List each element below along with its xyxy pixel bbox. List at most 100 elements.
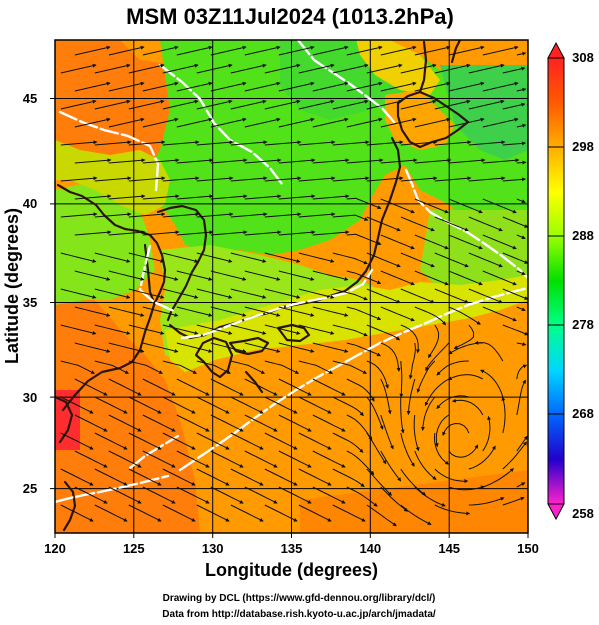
streamline: [74, 81, 111, 92]
streamline: [278, 450, 312, 468]
streamline: [380, 158, 418, 164]
streamline: [516, 435, 528, 452]
streamline: [108, 378, 142, 396]
streamline: [142, 270, 179, 281]
streamline: [312, 81, 349, 92]
streamline: [400, 324, 421, 354]
streamline: [142, 378, 176, 396]
streamline: [298, 324, 335, 335]
streamline: [434, 216, 469, 232]
streamline: [428, 324, 440, 359]
streamline: [332, 504, 366, 522]
streamline: [94, 396, 128, 414]
streamline: [298, 396, 332, 414]
streamline: [142, 342, 179, 353]
streamline: [414, 198, 449, 214]
streamline: [244, 270, 281, 281]
streamline: [74, 194, 112, 200]
streamline: [108, 450, 142, 468]
streamline: [60, 324, 97, 335]
streamline: [433, 432, 450, 465]
streamline: [264, 212, 302, 218]
streamline: [264, 432, 298, 450]
streamline: [414, 158, 452, 164]
streamline: [264, 324, 301, 335]
streamline: [278, 158, 316, 164]
streamline: [210, 486, 244, 504]
streamline: [434, 468, 469, 484]
streamline: [332, 252, 368, 265]
streamline: [264, 396, 298, 414]
streamline: [298, 212, 336, 218]
streamline: [400, 396, 405, 434]
streamline: [230, 252, 267, 263]
streamline: [74, 117, 111, 128]
hot-spot-taiwan: [55, 390, 80, 450]
streamline: [74, 342, 111, 353]
streamline: [346, 45, 383, 56]
streamline: [244, 158, 282, 164]
streamline: [380, 414, 394, 450]
streamline: [346, 450, 375, 476]
streamline: [366, 252, 401, 268]
streamline: [468, 176, 506, 182]
streamline: [448, 444, 479, 458]
streamline: [482, 198, 517, 214]
streamline: [142, 45, 179, 56]
streamline: [451, 398, 484, 416]
streamline: [448, 270, 483, 286]
streamline: [230, 288, 267, 299]
streamline: [278, 486, 312, 504]
streamline: [346, 197, 382, 210]
streamline: [74, 306, 111, 317]
streamline: [482, 468, 515, 488]
streamline: [210, 306, 247, 317]
streamline: [448, 485, 485, 491]
streamline: [264, 468, 298, 486]
streamline: [424, 378, 450, 407]
streamline: [94, 324, 131, 335]
streamline: [482, 81, 519, 92]
streamline: [516, 379, 526, 416]
streamline: [312, 306, 349, 317]
streamline: [448, 198, 483, 214]
streamline: [142, 414, 176, 432]
streamline: [298, 468, 332, 486]
x-axis-ticks: [54, 533, 529, 538]
streamline: [502, 66, 526, 74]
streamline: [400, 63, 437, 74]
colorbar: 308 298 288 278 268 258: [547, 41, 594, 521]
streamline: [482, 270, 517, 286]
streamline: [400, 140, 438, 146]
streamline: [108, 270, 145, 281]
streamline: [162, 360, 198, 374]
streamline: [60, 360, 96, 374]
streamline: [380, 486, 409, 512]
streamline: [380, 117, 417, 128]
streamline: [332, 396, 364, 417]
streamline: [108, 117, 145, 128]
streamline: [400, 252, 435, 268]
streamline: [516, 87, 527, 92]
streamline: [502, 102, 526, 110]
streamline: [162, 288, 199, 299]
streamline: [162, 140, 200, 146]
streamline: [162, 396, 196, 414]
streamline: [230, 504, 264, 522]
streamline: [210, 270, 247, 281]
streamline: [380, 342, 401, 372]
streamline: [128, 504, 162, 522]
streamline: [244, 450, 278, 468]
streamline: [516, 160, 527, 165]
x-tick-140: 140: [359, 541, 381, 556]
streamline: [414, 234, 449, 250]
streamline: [366, 468, 392, 496]
streamline: [94, 63, 131, 74]
streamline: [230, 432, 264, 450]
streamline: [162, 432, 196, 450]
streamline: [74, 378, 108, 396]
streamline: [244, 342, 281, 353]
streamline: [196, 176, 234, 182]
streamline: [278, 378, 312, 396]
